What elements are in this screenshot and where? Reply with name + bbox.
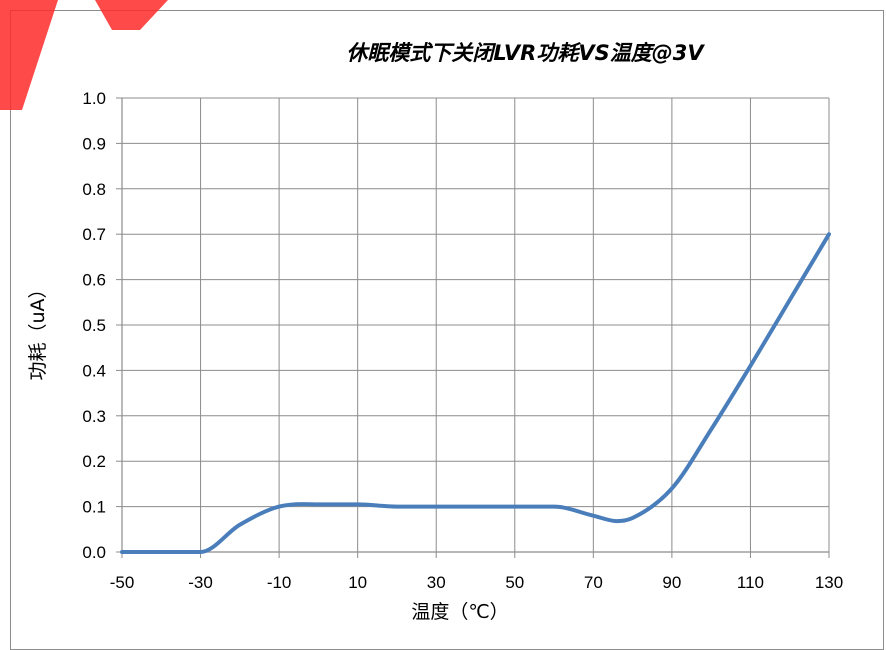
- x-tick-label: 110: [737, 573, 764, 592]
- y-tick-label: 0.8: [82, 180, 106, 199]
- chart-svg: 休眠模式下关闭LVR功耗VS温度@3V 0.00.10.20.30.40.50.…: [27, 41, 843, 623]
- y-tick-label: 0.5: [82, 316, 106, 335]
- x-tick-labels: -50 -30 -10 10 30 50 70 90 110 130: [110, 573, 843, 592]
- x-tick-label: 10: [348, 573, 367, 592]
- x-tick-label: 130: [815, 573, 843, 592]
- y-tick-label: 0.6: [82, 271, 106, 290]
- grid-lines: [121, 97, 830, 553]
- x-axis-title: 温度（℃）: [411, 601, 508, 623]
- y-tick-label: 0.4: [82, 361, 106, 380]
- y-tick-label: 0.1: [82, 498, 106, 517]
- x-tick-label: 30: [427, 573, 446, 592]
- x-tick-label: -50: [110, 573, 135, 592]
- y-tick-label: 1.0: [82, 89, 106, 108]
- chart-title: 休眠模式下关闭LVR功耗VS温度@3V: [346, 41, 705, 65]
- x-tick-label: 50: [505, 573, 524, 592]
- y-tick-label: 0.9: [82, 134, 106, 153]
- axes: [116, 97, 830, 558]
- y-tick-label: 0.7: [82, 225, 106, 244]
- y-tick-labels: 0.0 0.1 0.2 0.3 0.4 0.5 0.6 0.7 0.8 0.9 1.0: [82, 89, 106, 562]
- x-tick-label: -30: [188, 573, 213, 592]
- x-tick-label: 90: [662, 573, 681, 592]
- y-tick-label: 0.2: [82, 452, 106, 471]
- y-tick-label: 0.0: [82, 543, 106, 562]
- x-tick-label: 70: [584, 573, 603, 592]
- chart-frame: [10, 10, 884, 650]
- y-tick-label: 0.3: [82, 407, 106, 426]
- x-tick-label: -10: [267, 573, 292, 592]
- y-axis-title: 功耗（uA）: [27, 279, 49, 380]
- series-line: [120, 232, 831, 554]
